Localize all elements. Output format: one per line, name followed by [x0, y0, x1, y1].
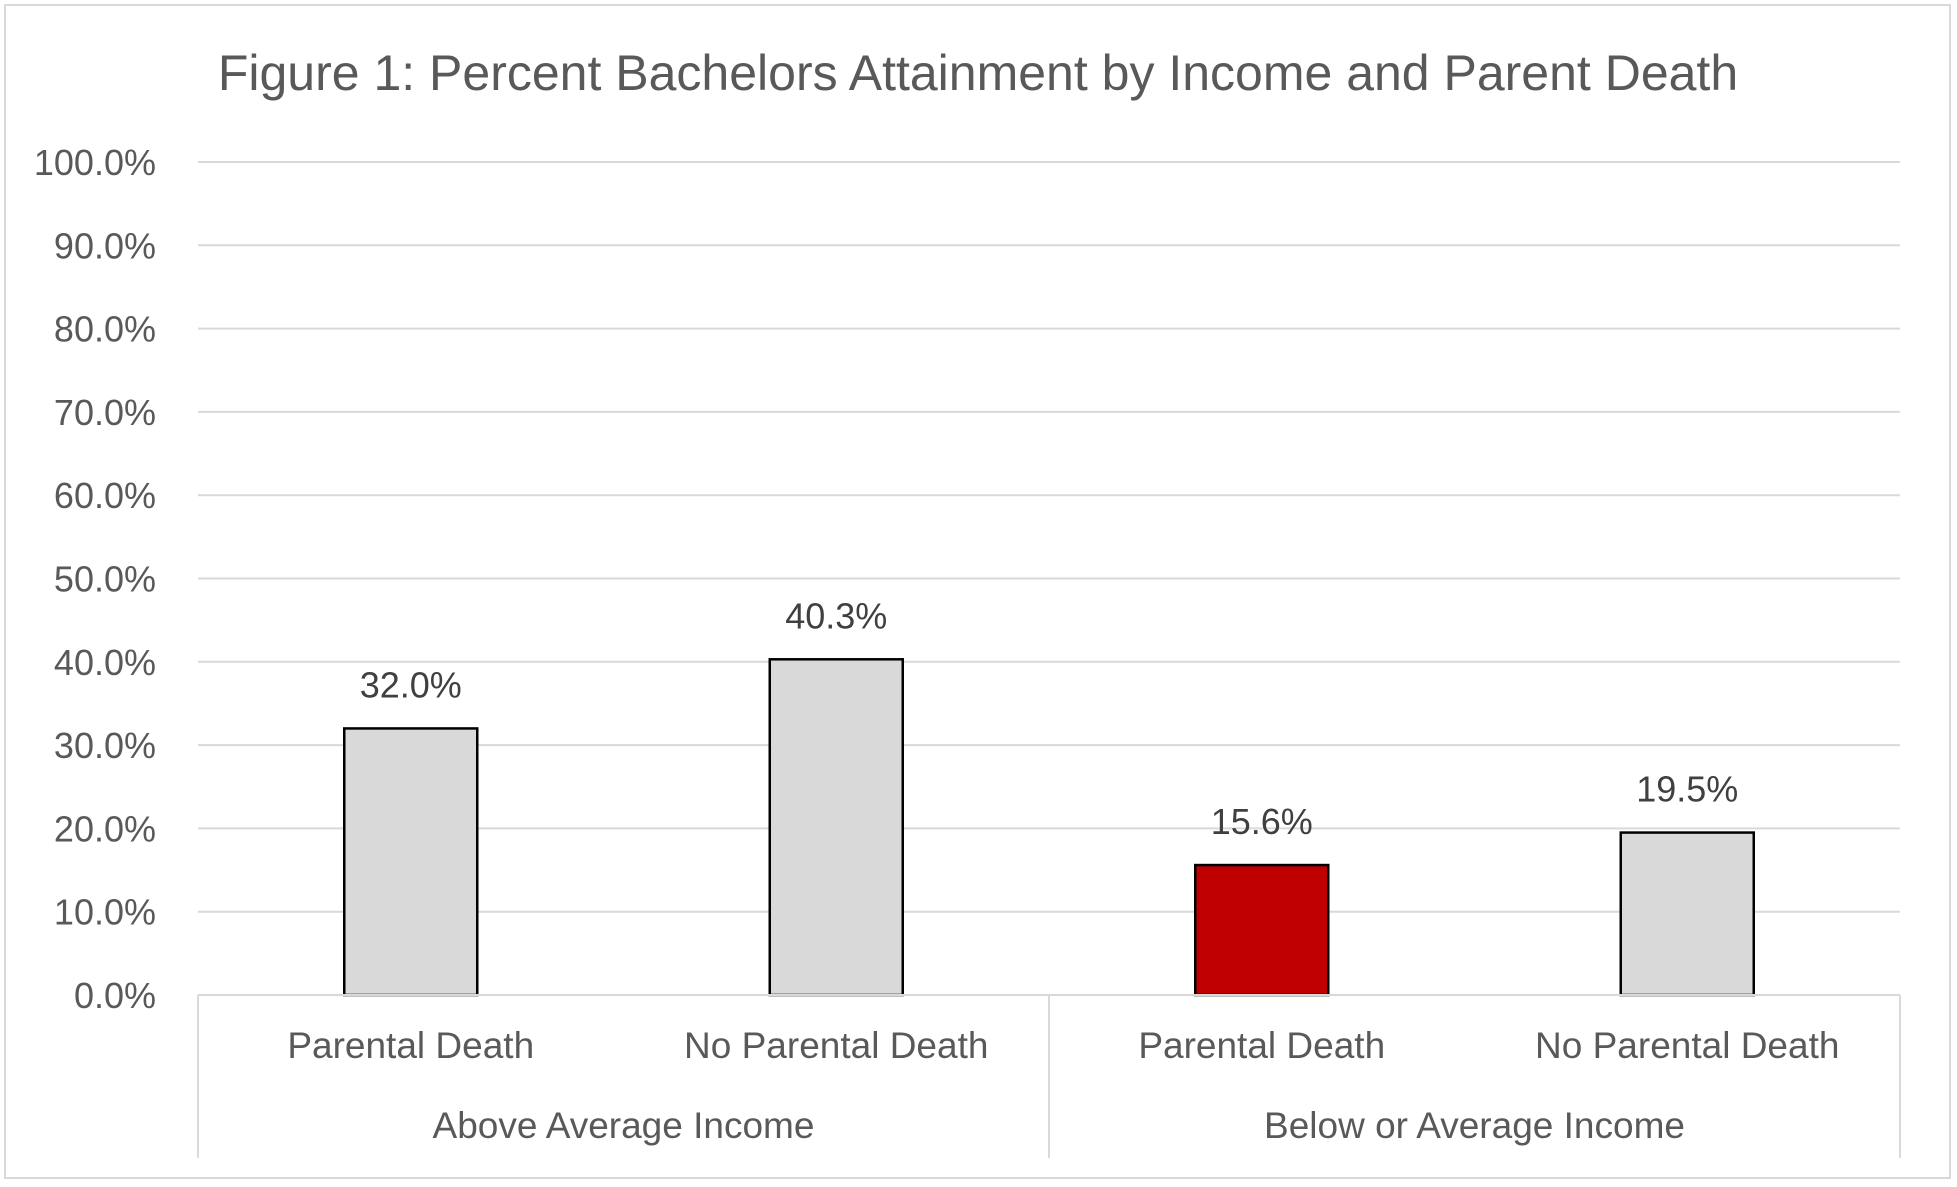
bar — [1619, 831, 1755, 997]
data-label: 15.6% — [1211, 801, 1313, 842]
bar — [768, 658, 904, 997]
category-label: Parental Death — [287, 1025, 534, 1066]
y-tick-label: 90.0% — [54, 225, 156, 266]
y-axis-tick-labels: 0.0% 10.0% 20.0% 30.0% 40.0% 50.0% 60.0% 70.0% 8… — [34, 142, 156, 1016]
group-label: Above Average Income — [433, 1105, 815, 1146]
y-tick-label: 70.0% — [54, 392, 156, 433]
category-axis: Parental Death No Parental Death Above Ave… — [197, 994, 1901, 1158]
y-tick-label: 80.0% — [54, 309, 156, 350]
y-tick-label: 0.0% — [74, 975, 156, 1016]
gridlines — [198, 161, 1900, 913]
y-tick-label: 20.0% — [54, 808, 156, 849]
bars — [343, 658, 1755, 997]
data-label: 19.5% — [1636, 769, 1738, 810]
y-tick-label: 50.0% — [54, 559, 156, 600]
data-labels: 32.0% 40.3% 15.6% 19.5% — [360, 595, 1739, 842]
data-label: 32.0% — [360, 664, 462, 705]
y-tick-label: 40.0% — [54, 642, 156, 683]
category-label: No Parental Death — [1535, 1025, 1839, 1066]
y-tick-label: 10.0% — [54, 892, 156, 933]
y-tick-label: 100.0% — [34, 142, 156, 183]
bar — [1194, 863, 1330, 997]
bar — [343, 727, 479, 997]
chart-title: Figure 1: Percent Bachelors Attainment b… — [218, 45, 1738, 101]
category-label: No Parental Death — [684, 1025, 988, 1066]
y-tick-label: 30.0% — [54, 725, 156, 766]
data-label: 40.3% — [785, 595, 887, 636]
category-label: Parental Death — [1138, 1025, 1385, 1066]
group-label: Below or Average Income — [1264, 1105, 1685, 1146]
y-tick-label: 60.0% — [54, 475, 156, 516]
